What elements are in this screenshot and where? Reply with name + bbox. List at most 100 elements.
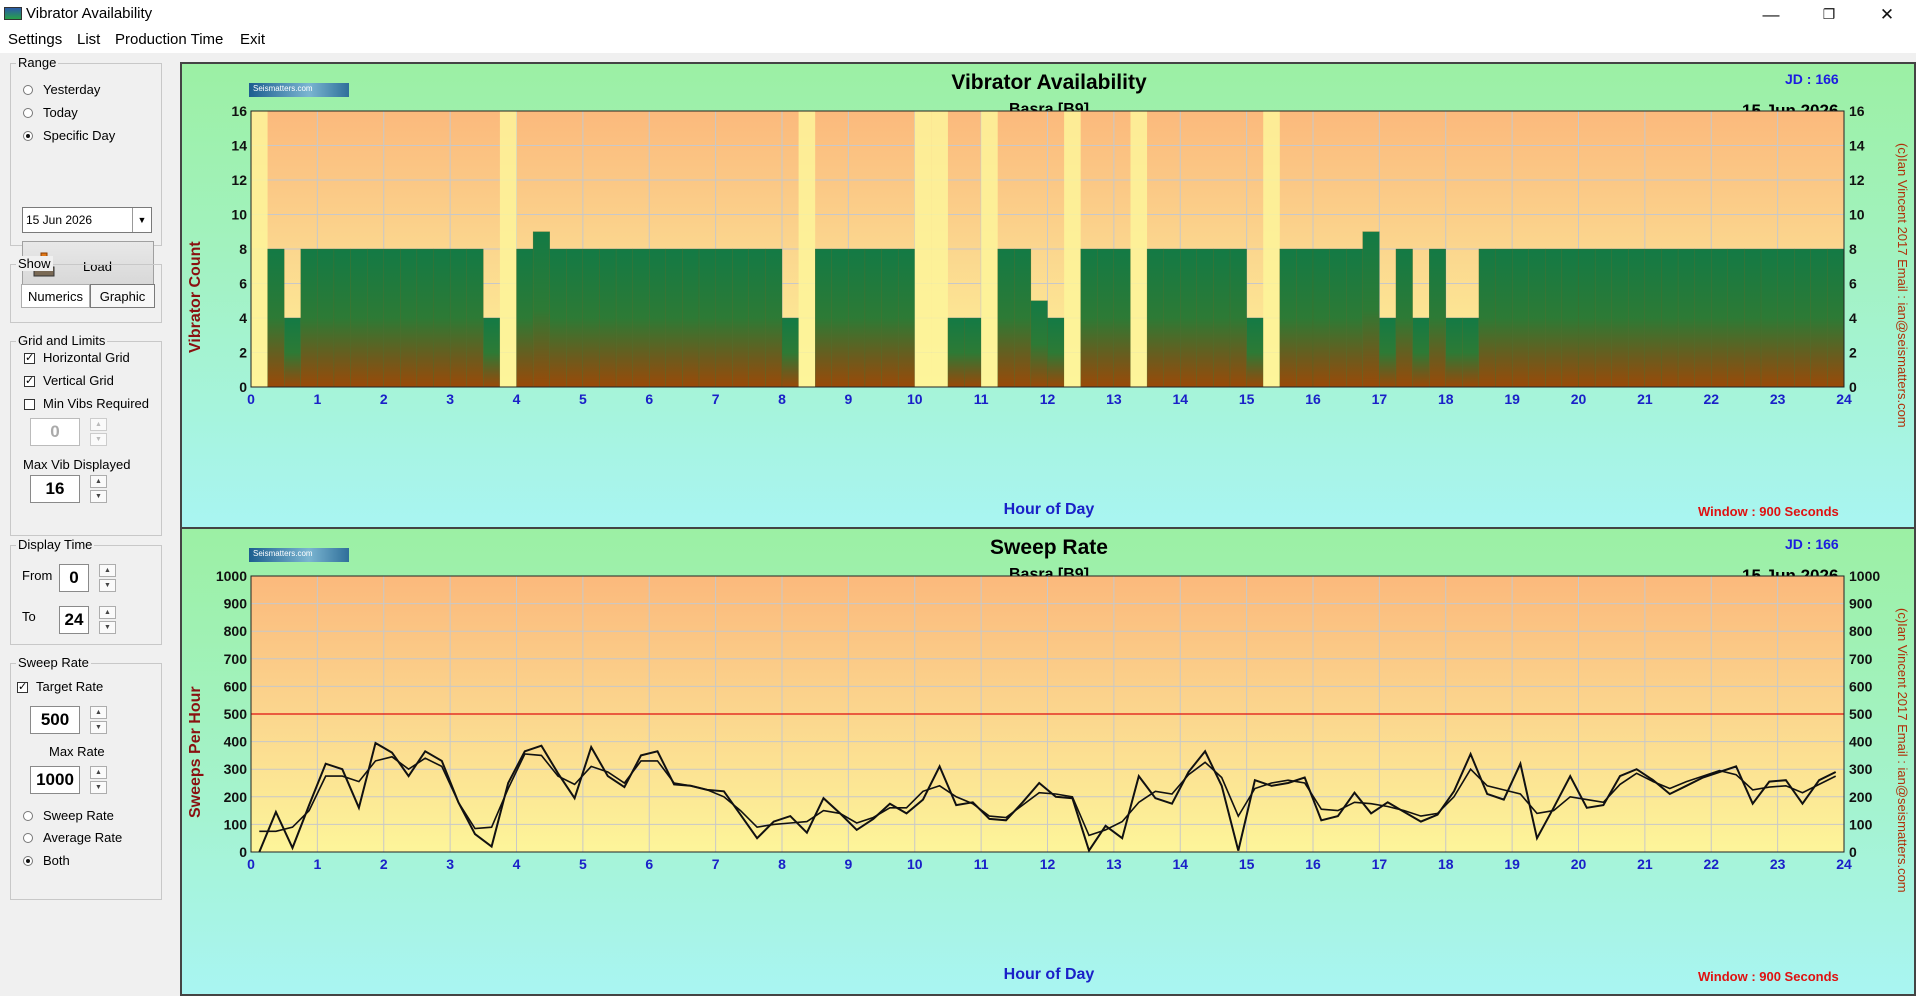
sweep-y-tick-label: 900 <box>224 596 248 612</box>
to-stepper[interactable]: ▲ ▼ <box>99 606 116 634</box>
vertical-grid-checkbox[interactable]: ✓ <box>24 375 35 387</box>
availability-bar <box>333 248 351 388</box>
min-vibs-field[interactable]: 0 <box>30 418 80 446</box>
availability-bar <box>1113 248 1131 388</box>
availability-bar <box>1047 317 1065 388</box>
max-rate-stepper[interactable]: ▲ ▼ <box>90 766 107 794</box>
availability-x-tick-label: 12 <box>1040 391 1056 407</box>
availability-bar <box>748 248 766 388</box>
min-vibs-stepper[interactable]: ▲ ▼ <box>90 418 107 446</box>
minimize-button[interactable]: — <box>1762 4 1780 24</box>
availability-chart-panel: Seismatters.com Vibrator Availability Ba… <box>180 62 1916 530</box>
availability-chart-title: Vibrator Availability <box>951 71 1147 94</box>
availability-bar <box>1163 248 1181 388</box>
control-panel: Range Yesterday Today Specific Day 15 Ju… <box>0 53 178 996</box>
sweep-chart-title: Sweep Rate <box>990 536 1108 559</box>
availability-y-tick-label: 8 <box>239 241 247 257</box>
sweep-x-tick-label: 16 <box>1305 856 1321 872</box>
sweep-y-tick-label: 400 <box>224 734 248 750</box>
sweep-y2-tick-label: 400 <box>1849 734 1873 750</box>
availability-gap-bar <box>251 111 268 387</box>
specific-day-radio[interactable] <box>23 131 33 141</box>
sweep-x-tick-label: 7 <box>712 856 720 872</box>
availability-bar <box>383 248 401 388</box>
sweep-x-tick-label: 19 <box>1504 856 1520 872</box>
availability-bar <box>1777 248 1795 388</box>
availability-gap-bar <box>914 111 932 387</box>
sweep-x-tick-label: 1 <box>313 856 321 872</box>
sweep-rate-radio[interactable] <box>23 811 33 821</box>
horizontal-grid-checkbox[interactable]: ✓ <box>24 352 35 364</box>
availability-x-tick-label: 24 <box>1836 391 1852 407</box>
max-vib-field[interactable]: 16 <box>30 475 80 503</box>
restore-button[interactable]: ❐ <box>1822 6 1836 22</box>
from-field[interactable]: 0 <box>59 564 89 592</box>
sweep-x-tick-label: 2 <box>380 856 388 872</box>
vertical-grid-label: Vertical Grid <box>43 373 114 388</box>
graphic-button[interactable]: Graphic <box>90 284 155 308</box>
average-rate-series-line <box>259 753 1837 837</box>
availability-bar <box>1346 248 1363 388</box>
average-rate-radio[interactable] <box>23 833 33 843</box>
target-rate-field[interactable]: 500 <box>30 706 80 734</box>
sweep-y2-tick-label: 800 <box>1849 623 1873 639</box>
both-radio[interactable] <box>23 856 33 866</box>
availability-bar <box>1545 248 1563 388</box>
availability-copyright: (c)Ian Vincent 2017 Email : ian@seismatt… <box>1895 143 1910 428</box>
yesterday-radio[interactable] <box>23 85 33 95</box>
availability-bar <box>765 248 783 388</box>
today-radio[interactable] <box>23 108 33 118</box>
availability-x-tick-label: 20 <box>1571 391 1587 407</box>
specific-day-label: Specific Day <box>43 128 116 143</box>
target-rate-stepper[interactable]: ▲ ▼ <box>90 706 107 734</box>
availability-plot-border <box>250 110 1845 388</box>
sweep-y2-tick-label: 700 <box>1849 651 1873 667</box>
availability-x-tick-label: 3 <box>446 391 454 407</box>
availability-bar <box>1379 317 1397 388</box>
availability-bar <box>864 248 882 388</box>
availability-bar <box>582 248 600 388</box>
availability-y-tick-label: 14 <box>231 138 247 154</box>
chevron-down-icon[interactable]: ▼ <box>132 208 151 232</box>
availability-bar <box>1246 317 1264 388</box>
availability-y-tick-label: 0 <box>239 379 247 395</box>
availability-bar <box>1744 248 1762 388</box>
date-value: 15 Jun 2026 <box>26 213 93 227</box>
availability-gap-bar <box>981 111 998 387</box>
availability-bar <box>367 248 384 388</box>
target-rate-checkbox[interactable]: ✓ <box>17 681 28 693</box>
availability-y-tick-label: 12 <box>231 172 247 188</box>
grid-limits-group: Grid and Limits ✓ Horizontal Grid ✓ Vert… <box>10 333 162 536</box>
availability-bar <box>1196 248 1214 388</box>
sweep-y2-tick-label: 200 <box>1849 789 1873 805</box>
availability-x-tick-label: 15 <box>1239 391 1255 407</box>
menu-exit[interactable]: Exit <box>240 31 266 48</box>
availability-y2-tick-label: 4 <box>1849 310 1857 326</box>
sweep-x-tick-label: 0 <box>247 856 255 872</box>
close-button[interactable]: ✕ <box>1879 4 1895 24</box>
max-vib-stepper[interactable]: ▲ ▼ <box>90 475 107 503</box>
sweep-y-tick-label: 600 <box>224 678 248 694</box>
menu-production-time[interactable]: Production Time <box>115 31 224 48</box>
availability-gap-bar <box>798 111 816 387</box>
availability-bar <box>1030 300 1048 388</box>
from-stepper[interactable]: ▲ ▼ <box>99 564 116 592</box>
average-rate-option-label: Average Rate <box>43 830 123 845</box>
sweep-jd: JD : 166 <box>1785 536 1839 552</box>
max-rate-field[interactable]: 1000 <box>30 766 80 794</box>
date-picker[interactable]: 15 Jun 2026 ▼ <box>22 207 152 233</box>
availability-bar <box>1511 248 1529 388</box>
availability-plot: 0 1 2 3 4 5 6 7 8 9 10 11 12 13 14 15 16 17 18 19 20 21 22 23 24… <box>231 103 1864 407</box>
min-vibs-checkbox[interactable] <box>24 399 35 410</box>
availability-gap-bar <box>931 111 948 387</box>
availability-x-tick-label: 22 <box>1703 391 1719 407</box>
availability-y2-tick-label: 8 <box>1849 241 1857 257</box>
availability-x-tick-label: 7 <box>712 391 720 407</box>
sweep-plot-border <box>250 575 1845 853</box>
sweep-y-tick-label: 300 <box>224 761 248 777</box>
menu-list[interactable]: List <box>77 31 101 48</box>
to-field[interactable]: 24 <box>59 606 89 634</box>
numerics-button[interactable]: Numerics <box>21 284 90 308</box>
menu-settings[interactable]: Settings <box>8 31 63 48</box>
availability-x-tick-label: 5 <box>579 391 587 407</box>
